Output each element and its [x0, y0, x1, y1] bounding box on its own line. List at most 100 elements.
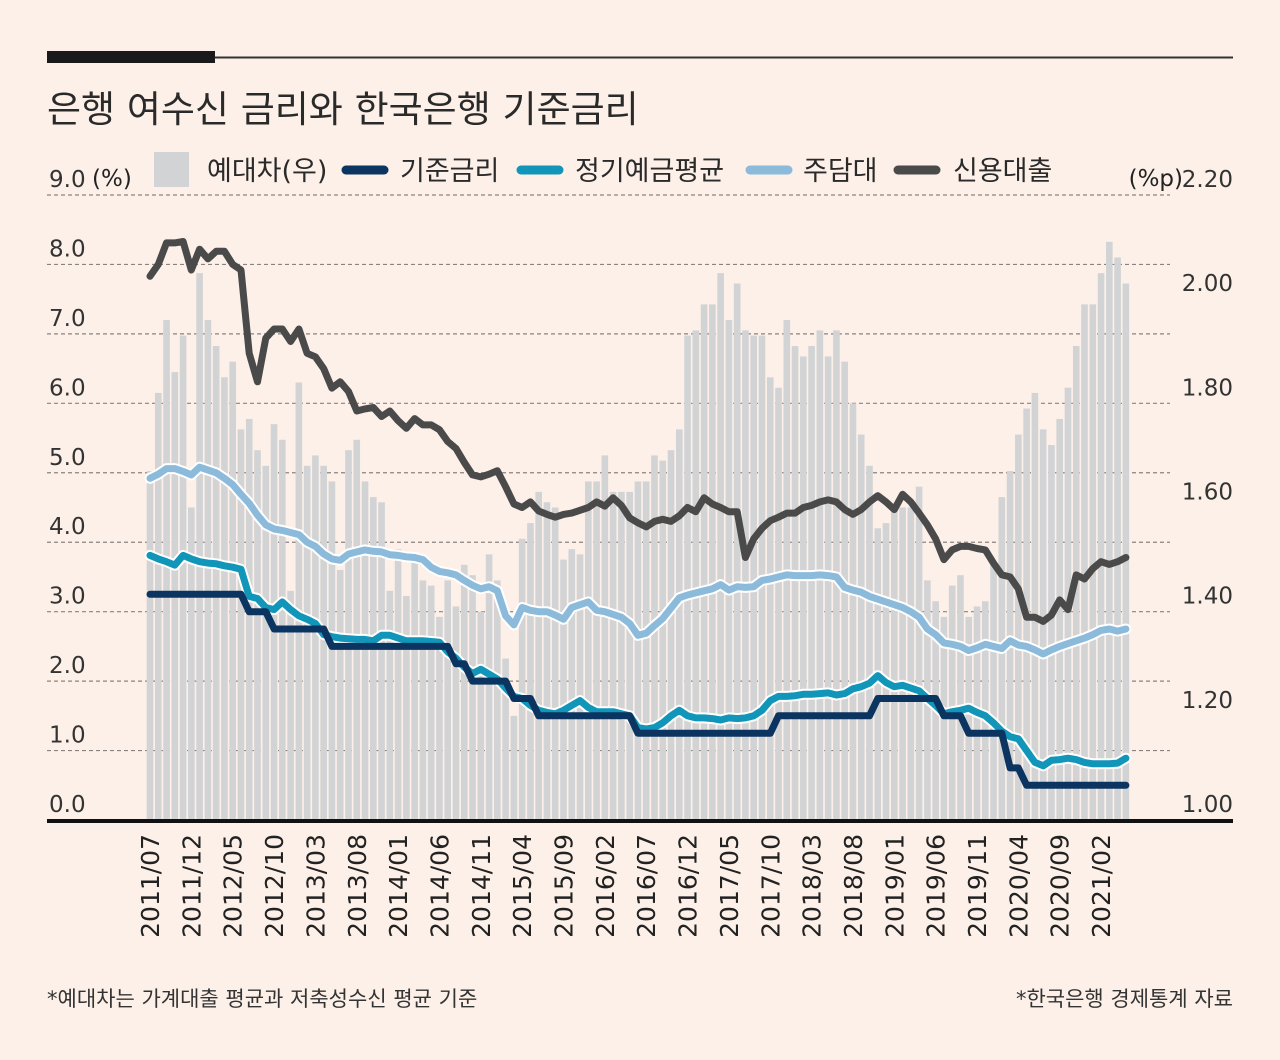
right-axis-tick-label: 2.20	[1182, 167, 1233, 193]
bar-spread	[237, 429, 245, 820]
bar-spread	[601, 455, 609, 820]
bar-spread	[866, 465, 873, 820]
bar-spread	[403, 596, 410, 820]
bar-spread	[245, 418, 253, 820]
bar-spread	[651, 455, 658, 820]
bar-spread	[146, 471, 154, 820]
bar-spread	[394, 549, 402, 820]
bar-spread	[1089, 304, 1097, 820]
chart-title: 은행 여수신 금리와 한국은행 기준금리	[47, 88, 639, 131]
bar-spread	[907, 507, 915, 820]
right-axis-tick-label: 1.40	[1182, 584, 1233, 610]
bar-spread	[684, 335, 691, 820]
bar-spread	[527, 523, 534, 820]
x-axis-tick-label: 2020/04	[1004, 834, 1033, 938]
bar-spread	[204, 320, 212, 820]
bar-spread	[502, 658, 509, 820]
bar-spread	[163, 320, 170, 820]
line-base	[146, 590, 1130, 789]
bar-spread	[477, 611, 485, 820]
right-axis-tick-label: 1.00	[1182, 792, 1233, 818]
bar-spread	[551, 507, 559, 820]
left-axis-tick-label: 0.0	[49, 792, 86, 818]
x-axis-tick-label: 2011/07	[136, 834, 165, 938]
bar-spread	[1122, 283, 1130, 821]
x-axis-tick-label: 2012/10	[260, 834, 289, 938]
bar-spread	[965, 616, 973, 820]
line-mortgage	[146, 463, 1130, 658]
x-axis-tick-label: 2016/02	[591, 834, 620, 938]
bar-spread	[742, 330, 749, 820]
x-axis-tick-label: 2021/02	[1087, 834, 1116, 938]
bar-spread	[692, 330, 700, 820]
bar-spread	[510, 715, 518, 820]
bar-spread	[427, 585, 435, 820]
bar-spread	[353, 439, 361, 820]
bar-spread	[179, 335, 187, 820]
bar-spread	[560, 559, 567, 820]
right-axis-tick-label: 2.00	[1182, 271, 1233, 297]
bar-spread	[494, 580, 501, 820]
bar-spread	[824, 356, 832, 820]
bar-spread	[543, 502, 551, 820]
left-axis-tick-label: 4.0	[49, 514, 86, 540]
bar-spread	[361, 481, 369, 820]
left-axis-tick-label: 1.0	[49, 723, 86, 749]
bar-spread	[857, 434, 865, 820]
x-axis-tick-label: 2012/05	[219, 834, 248, 938]
bar-spread	[849, 403, 857, 820]
legend-label-bar: 예대차(우)	[207, 156, 327, 187]
bar-spread	[957, 575, 964, 820]
left-axis-tick-label: 9.0	[49, 167, 86, 193]
left-axis-tick-label: 8.0	[49, 236, 86, 262]
bar-spread	[336, 570, 344, 820]
bar-spread	[1106, 241, 1113, 820]
legend-label-deposit: 정기예금평균	[575, 156, 724, 187]
x-axis-tick-label: 2018/08	[839, 834, 868, 938]
x-axis-tick-label: 2017/05	[715, 834, 744, 938]
bar-spread	[303, 465, 311, 820]
x-axis-tick-label: 2020/09	[1046, 834, 1075, 938]
bar-spread	[568, 549, 576, 820]
x-axis-tick-label: 2014/01	[384, 834, 413, 938]
x-axis-tick-label: 2015/04	[508, 834, 537, 938]
right-axis-unit: (%p)	[1129, 166, 1183, 192]
x-axis-tick-label: 2019/01	[880, 834, 909, 938]
bar-spread	[882, 523, 890, 820]
bar-spread	[899, 507, 906, 820]
bar-spread	[618, 491, 625, 820]
bar-spread	[915, 486, 923, 820]
bar-spread	[750, 335, 758, 820]
x-axis-tick-label: 2011/12	[177, 834, 206, 938]
bar-spread	[791, 346, 799, 820]
bar-spread	[733, 283, 741, 821]
x-axis-tick-label: 2019/06	[922, 834, 951, 938]
bar-spread	[460, 564, 468, 820]
bar-spread	[576, 554, 584, 820]
x-axis-tick-label: 2017/10	[756, 834, 785, 938]
bar-spread	[990, 564, 997, 820]
footnote-right: *한국은행 경제통계 자료	[1016, 987, 1233, 1011]
bar-spread	[221, 377, 228, 820]
right-axis-tick-label: 1.20	[1182, 688, 1233, 714]
legend-label-credit: 신용대출	[953, 156, 1052, 187]
x-axis-tick-label: 2014/06	[425, 834, 454, 938]
bar-spread	[518, 538, 526, 820]
bar-spread	[609, 491, 617, 820]
bar-spread	[212, 346, 220, 820]
bar-spread	[725, 320, 733, 820]
bar-spread	[642, 481, 650, 820]
bar-spread	[469, 575, 476, 820]
bar-spread	[436, 616, 443, 820]
bar-spread	[700, 304, 708, 820]
line-credit	[146, 238, 1130, 625]
x-axis-tick-label: 2013/08	[343, 834, 372, 938]
header-bar-accent	[47, 51, 215, 63]
bar-spread	[535, 491, 542, 820]
x-axis-tick-label: 2016/07	[632, 834, 661, 938]
right-axis-tick-label: 1.80	[1182, 375, 1233, 401]
bar-spread	[1031, 392, 1039, 820]
left-axis-unit: (%)	[92, 166, 132, 192]
bar-spread	[626, 491, 633, 820]
